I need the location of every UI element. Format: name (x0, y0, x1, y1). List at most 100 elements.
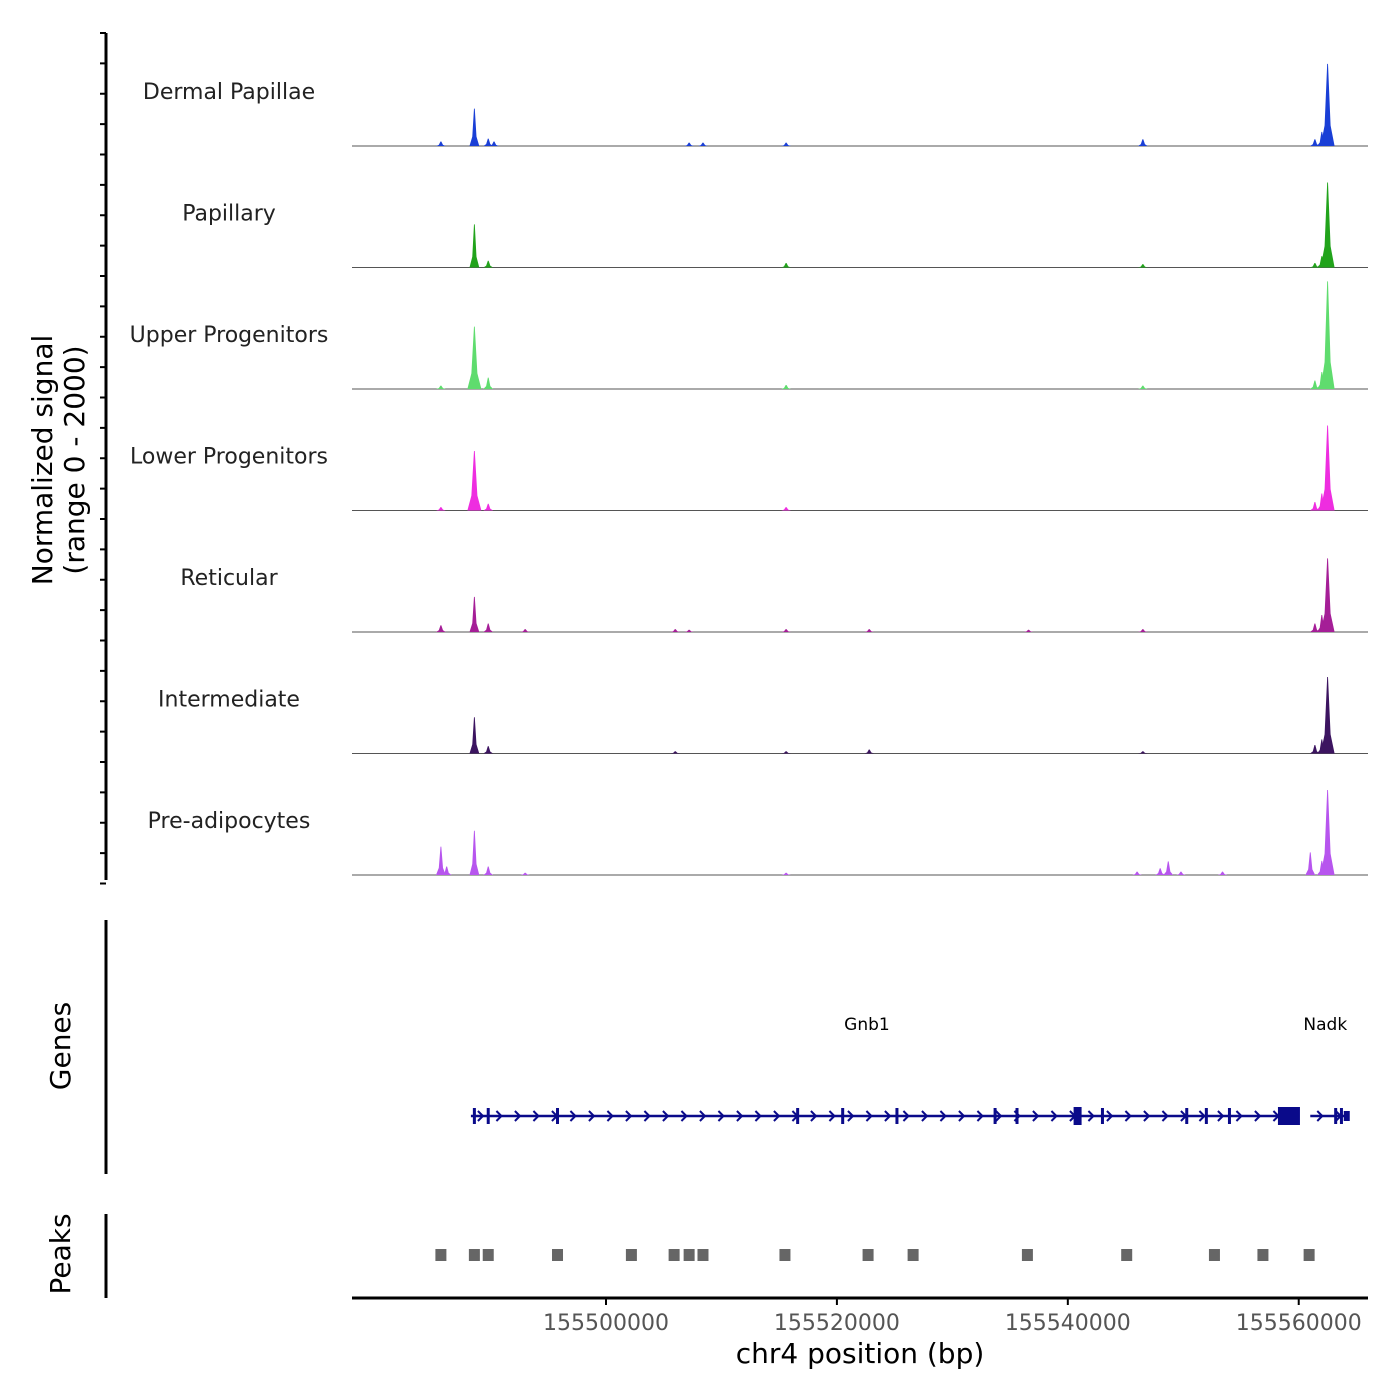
strand-chevron (939, 1110, 947, 1122)
strand-chevron (532, 1110, 540, 1122)
strand-chevron (1124, 1110, 1132, 1122)
signal-peak (781, 507, 792, 511)
signal-peak (441, 866, 452, 875)
signal-peak (436, 141, 446, 146)
signal-peak (1309, 623, 1320, 632)
gene-exon (1204, 1108, 1208, 1124)
strand-chevron (662, 1110, 670, 1122)
signal-peak (436, 625, 446, 632)
signal-peak (1023, 629, 1034, 632)
signal-peak (483, 260, 494, 268)
strand-chevron (884, 1110, 892, 1122)
signal-peak (1132, 871, 1142, 875)
signal-peak (436, 385, 446, 389)
strand-chevron (810, 1110, 818, 1122)
x-tick-label: 155560000 (1236, 1311, 1362, 1336)
gene-name-label: Nadk (1303, 1015, 1347, 1035)
coverage-track: Pre-adipocytes (148, 790, 1368, 876)
strand-chevron (828, 1110, 836, 1122)
signal-peak (670, 751, 681, 754)
strand-chevron (902, 1110, 910, 1122)
signal-peak (684, 142, 695, 146)
peak-region (482, 1249, 494, 1261)
signal-peak (1163, 861, 1174, 875)
track-label: Papillary (182, 202, 276, 227)
signal-peak (489, 141, 499, 146)
gene-exon (1015, 1108, 1019, 1124)
gene-exon (556, 1108, 560, 1124)
peak-region-track (435, 1249, 1315, 1261)
gene-exon (1227, 1108, 1231, 1124)
track-label: Pre-adipocytes (148, 809, 311, 834)
coverage-track: Reticular (180, 558, 1368, 633)
strand-chevron (569, 1110, 577, 1122)
track-label: Intermediate (158, 688, 300, 713)
signal-peak (520, 872, 531, 875)
signal-peak (670, 629, 681, 632)
x-axis: 155500000 155520000 155540000 155560000 (100, 32, 1368, 1336)
track-label: Upper Progenitors (130, 323, 329, 348)
signal-peak (483, 503, 494, 511)
peak-region (435, 1249, 447, 1261)
signal-peak (469, 717, 480, 754)
signal-peak (469, 224, 480, 268)
peak-region (1121, 1249, 1133, 1261)
signal-peak (684, 629, 695, 632)
signal-peak (781, 385, 792, 389)
strand-chevron (514, 1110, 522, 1122)
signal-peak (1155, 868, 1166, 875)
signal-peak (1309, 139, 1320, 146)
signal-peak (469, 108, 480, 146)
signal-peak (864, 629, 875, 632)
strand-chevron (643, 1110, 651, 1122)
signal-peak (520, 629, 531, 632)
signal-peak (781, 142, 792, 146)
signal-peak (1176, 871, 1186, 875)
signal-peak (483, 866, 494, 875)
signal-peak (1305, 852, 1316, 875)
strand-chevron (1217, 1110, 1225, 1122)
signal-peak (483, 138, 494, 146)
signal-peak (781, 751, 792, 754)
gene-annotation-track: Gnb1 Nadk (470, 1015, 1350, 1125)
track-label: Lower Progenitors (130, 445, 328, 470)
peak-region (468, 1249, 480, 1261)
signal-peak (1316, 860, 1327, 875)
coverage-track: Papillary (182, 182, 1368, 268)
peak-region (552, 1249, 564, 1261)
gene-exon-block (1073, 1107, 1082, 1125)
strand-chevron (1050, 1110, 1058, 1122)
signal-peak (1309, 745, 1320, 754)
signal-peak (781, 872, 792, 875)
peak-region (779, 1249, 791, 1261)
signal-peak (1320, 425, 1335, 511)
signal-peak (1316, 372, 1327, 389)
coverage-tracks: Dermal Papillae Papillary Upper Progenitor… (130, 63, 1368, 876)
signal-peak (864, 749, 875, 754)
strand-chevron (976, 1110, 984, 1122)
strand-chevron (1087, 1110, 1095, 1122)
signal-peak (467, 451, 482, 511)
gene-exon (895, 1108, 899, 1124)
signal-peak (483, 746, 494, 754)
signal-peak (1320, 281, 1335, 389)
x-axis-label: chr4 position (bp) (736, 1337, 985, 1370)
signal-peak (1217, 871, 1228, 875)
gene-exon (993, 1108, 997, 1124)
peak-region (1303, 1249, 1315, 1261)
peak-region (625, 1249, 637, 1261)
signal-peak (469, 596, 480, 632)
signal-peak (1137, 751, 1148, 754)
signal-peak (1137, 139, 1148, 146)
signal-peak (1316, 256, 1327, 268)
signal-peak (1316, 131, 1327, 146)
track-label: Dermal Papillae (143, 80, 315, 105)
peak-region (862, 1249, 874, 1261)
gene-exon (1334, 1108, 1338, 1124)
strand-chevron (625, 1110, 633, 1122)
peak-region (1021, 1249, 1033, 1261)
signal-peak (1309, 262, 1320, 268)
y-axis-label-line1: Normalized signal (26, 335, 59, 586)
signal-peak (781, 629, 792, 632)
